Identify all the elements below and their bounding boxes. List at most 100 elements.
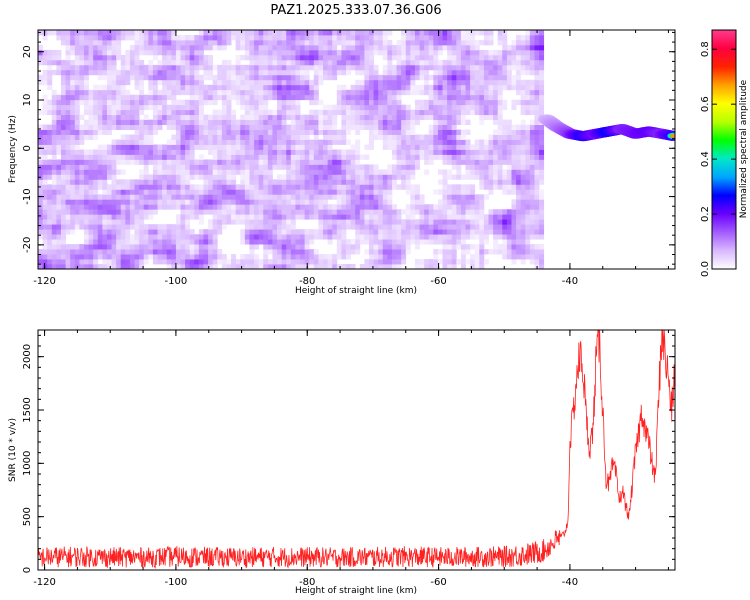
heatmap-cell [290,264,296,269]
heatmap-cell [456,149,462,155]
heatmap-cell [341,164,347,170]
heatmap-cell [74,64,80,71]
heatmap-cell [189,259,195,265]
heatmap-cell [60,124,66,130]
heatmap-cell [231,194,237,200]
heatmap-cell [217,259,223,265]
heatmap-cell [465,109,471,116]
heatmap-cell [447,169,453,175]
heatmap-cell [51,109,57,116]
heatmap-cell [539,214,545,220]
heatmap-cell [226,34,232,41]
heatmap-cell [235,194,241,200]
heatmap-cell [47,174,53,180]
heatmap-cell [506,69,512,76]
heatmap-cell [70,94,76,101]
heatmap-cell [88,209,94,215]
heatmap-cell [185,69,191,76]
heatmap-cell [502,149,508,155]
heatmap-cell [493,209,499,215]
heatmap-cell [38,124,43,130]
heatmap-cell [106,89,112,96]
heatmap-cell [189,134,195,140]
heatmap-cell [300,84,306,91]
heatmap-cell [419,54,425,61]
heatmap-cell [162,184,168,190]
heatmap-cell [148,69,154,76]
heatmap-cell [263,89,269,96]
heatmap-cell [488,139,494,145]
heatmap-cell [290,74,296,81]
heatmap-cell [79,184,85,190]
heatmap-cell [364,264,370,269]
heatmap-cell [437,34,443,41]
heatmap-cell [332,264,338,269]
heatmap-cell [304,254,310,260]
heatmap-cell [410,79,416,86]
heatmap-cell [506,129,512,135]
heatmap-cell [502,99,508,106]
heatmap-cell [479,194,485,200]
heatmap-cell [162,79,168,86]
heatmap-cell [226,99,232,106]
heatmap-cell [51,204,57,210]
heatmap-cell [525,69,531,76]
heatmap-cell [350,39,356,46]
heatmap-cell [309,234,315,240]
heatmap-cell [424,59,430,66]
heatmap-cell [175,49,181,56]
heatmap-cell [534,64,540,71]
heatmap-cell [65,79,71,86]
heatmap-cell [442,224,448,230]
heatmap-cell [295,214,301,220]
heatmap-cell [254,164,260,170]
heatmap-cell [180,139,186,145]
heatmap-cell [162,169,168,175]
heatmap-cell [258,194,264,200]
heatmap-cell [447,189,453,195]
heatmap-cell [60,199,66,205]
heatmap-cell [410,149,416,155]
heatmap-cell [327,59,333,66]
heatmap-cell [97,199,103,205]
heatmap-cell [254,129,260,135]
heatmap-cell [208,144,214,150]
heatmap-cell [304,54,310,61]
heatmap-cell [152,204,158,210]
heatmap-cell [295,79,301,86]
heatmap-cell [327,144,333,150]
heatmap-cell [88,204,94,210]
heatmap-cell [368,169,374,175]
heatmap-cell [286,64,292,71]
heatmap-cell [226,94,232,101]
heatmap-cell [470,69,476,76]
heatmap-cell [460,79,466,86]
heatmap-cell [396,39,402,46]
heatmap-cell [194,234,200,240]
heatmap-cell [171,59,177,66]
heatmap-cell [198,79,204,86]
heatmap-cell [102,144,108,150]
heatmap-cell [502,159,508,165]
heatmap-cell [208,149,214,155]
heatmap-cell [506,134,512,140]
heatmap-cell [323,124,329,130]
heatmap-cell [180,109,186,116]
heatmap-cell [129,34,135,41]
heatmap-cell [437,149,443,155]
heatmap-cell [60,229,66,235]
heatmap-cell [56,194,62,200]
heatmap-cell [414,209,420,215]
heatmap-cell [428,219,434,225]
heatmap-cell [240,79,246,86]
heatmap-cell [51,179,57,185]
heatmap-cell [396,54,402,61]
heatmap-cell [189,54,195,61]
heatmap-cell [313,259,319,265]
heatmap-cell [534,49,540,56]
heatmap-cell [162,114,168,121]
heatmap-cell [47,129,53,135]
heatmap-cell [391,264,397,269]
heatmap-cell [309,194,315,200]
heatmap-cell [180,39,186,46]
